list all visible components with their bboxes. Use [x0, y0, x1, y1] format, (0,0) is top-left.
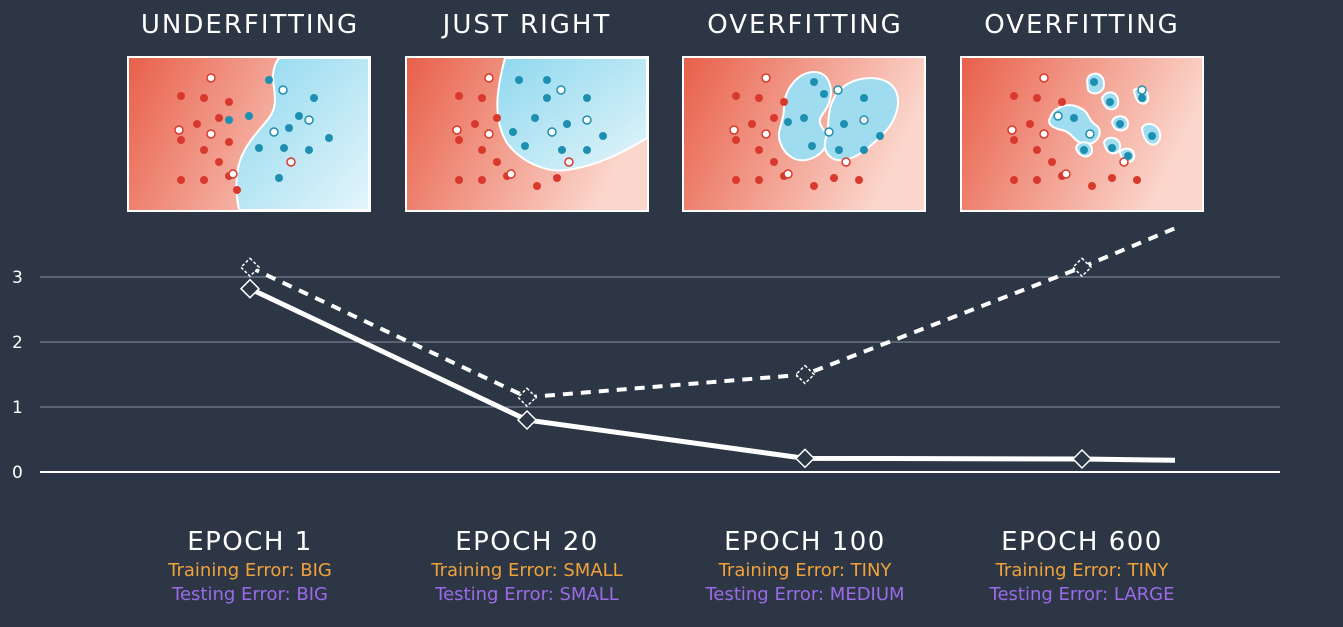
testing-error-label: Testing Error: BIG — [172, 584, 328, 605]
training-error-point-2 — [516, 409, 538, 431]
epoch-block-600: EPOCH 600 Training Error: TINY Testing E… — [942, 525, 1222, 607]
panel-title-overfitting-1: OVERFITTING — [707, 10, 903, 40]
y-tick-label-3: 3 — [12, 268, 23, 288]
epoch-label: EPOCH 20 — [455, 527, 599, 557]
decision-boundary-underfitting — [127, 56, 371, 212]
y-tick-label-0: 0 — [12, 463, 23, 483]
testing-error-point-1 — [239, 257, 261, 278]
panel-title-underfitting: UNDERFITTING — [140, 10, 360, 40]
training-error-line — [248, 286, 1176, 463]
chart-grid — [40, 276, 1280, 473]
epoch-label: EPOCH 1 — [187, 527, 313, 557]
testing-error-line — [249, 226, 1176, 400]
testing-error-label: Testing Error: LARGE — [989, 584, 1175, 605]
decision-boundary-overfitting-100 — [682, 56, 926, 212]
training-error-point-4 — [1071, 448, 1093, 470]
epoch-label: EPOCH 600 — [1001, 527, 1163, 557]
training-error-label: Training Error: TINY — [995, 560, 1169, 581]
testing-error-point-3 — [794, 364, 816, 385]
error-line-chart: 0 1 2 3 — [12, 226, 1280, 483]
y-tick-label-1: 1 — [12, 398, 23, 418]
training-error-label: Training Error: SMALL — [431, 560, 623, 581]
training-error-point-1 — [239, 278, 261, 299]
epoch-block-1: EPOCH 1 Training Error: BIG Testing Erro… — [110, 525, 390, 607]
y-tick-label-2: 2 — [12, 333, 23, 353]
training-error-label: Training Error: BIG — [168, 560, 332, 581]
testing-error-point-2 — [516, 387, 538, 408]
training-error-label: Training Error: TINY — [718, 560, 892, 581]
epoch-label: EPOCH 100 — [724, 527, 886, 557]
testing-error-label: Testing Error: SMALL — [435, 584, 619, 605]
epoch-block-100: EPOCH 100 Training Error: TINY Testing E… — [665, 525, 945, 607]
decision-boundary-overfitting-600 — [960, 56, 1204, 212]
testing-error-point-4 — [1071, 257, 1093, 278]
panel-title-overfitting-2: OVERFITTING — [984, 10, 1180, 40]
epoch-block-20: EPOCH 20 Training Error: SMALL Testing E… — [387, 525, 667, 607]
y-axis-ticks: 0 1 2 3 — [12, 268, 23, 483]
testing-error-label: Testing Error: MEDIUM — [705, 584, 905, 605]
training-error-point-3 — [794, 448, 816, 469]
decision-boundary-just-right — [405, 56, 649, 212]
chart-series — [239, 226, 1176, 470]
panel-title-just-right: JUST RIGHT — [442, 10, 612, 40]
